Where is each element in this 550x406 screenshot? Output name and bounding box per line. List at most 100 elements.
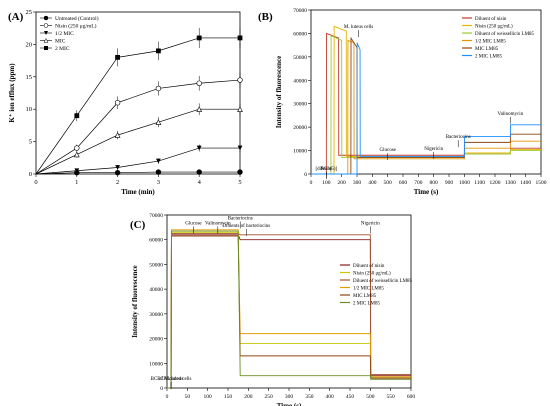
x-tick-label: 250 (265, 394, 274, 400)
annotation-label: Bacteriocins (228, 216, 253, 221)
x-tick-label: 550 (387, 394, 396, 400)
x-tick-label: 100 (322, 180, 331, 186)
x-tick-label: 1200 (490, 180, 501, 186)
data-point (155, 119, 162, 125)
legend-label: Diluent of weissellicin LM85 (353, 279, 413, 284)
series-line-3 (167, 229, 411, 389)
series-line-4 (167, 235, 411, 389)
y-tick-label: 20 (26, 41, 33, 48)
y-tick-label: 20000 (149, 337, 163, 343)
data-point (156, 158, 161, 164)
x-axis-label: Time (s) (277, 402, 302, 406)
data-point (155, 169, 162, 175)
x-tick-label: 0 (34, 179, 37, 186)
legend-label: 1/2 MIC (55, 31, 74, 37)
x-axis-label: Time (s) (414, 188, 439, 196)
x-tick-label: 4 (198, 179, 202, 186)
data-point (114, 170, 121, 176)
legend-label: 1/2 MIC LM85 (353, 287, 384, 292)
annotation-label: Valinomycin (205, 221, 231, 226)
x-tick-label: 150 (224, 394, 233, 400)
x-tick-label: 1000 (459, 180, 470, 186)
legend-label: 2 MIC (55, 46, 70, 52)
x-tick-label: 0 (166, 394, 169, 400)
data-point (196, 106, 203, 112)
annotation-label: Nigericin (361, 221, 380, 226)
x-tick-label: 100 (204, 394, 213, 400)
y-tick-label: 30000 (149, 312, 163, 318)
data-point (237, 169, 243, 175)
x-tick-label: 3 (157, 179, 160, 186)
x-tick-label: 5 (238, 179, 241, 186)
legend-label: Nisin (250 μg/mL) (55, 23, 97, 30)
series-line-2 (167, 233, 411, 389)
annotation-label: Nigericin (424, 147, 443, 152)
y-tick-label: 30000 (293, 102, 307, 108)
data-point (115, 165, 120, 170)
annotation-label: BCECF loaded cells (151, 377, 192, 382)
annotation-label: [diSC3(5)] (315, 167, 337, 172)
y-tick-label: 20000 (293, 125, 307, 131)
annotation-label: of M. luteus (159, 377, 183, 382)
x-tick-label: 800 (430, 180, 439, 186)
data-point (196, 169, 202, 175)
series-line-4 (35, 37, 240, 175)
y-tick-label: 15 (26, 74, 33, 81)
data-point (156, 48, 161, 54)
panel-label: (C) (130, 219, 146, 231)
y-tick-label: 5 (29, 139, 32, 146)
legend-marker (43, 15, 49, 21)
series-line-5 (311, 42, 541, 175)
legend-label: 2 MIC LM85 (475, 55, 502, 60)
x-tick-label: 600 (399, 180, 408, 186)
legend: Diluent of nisin Nisin (250 μg/mL) Diluent… (462, 17, 535, 60)
x-tick-label: 300 (285, 394, 294, 400)
data-point (196, 35, 202, 41)
legend-label: 1/2 MIC LM85 (475, 40, 506, 45)
series-line-3 (35, 108, 240, 175)
y-tick-label: 10000 (293, 149, 307, 155)
y-tick-label: 50000 (149, 262, 163, 268)
data-point (155, 85, 162, 92)
y-tick-label: 25 (26, 9, 33, 16)
x-tick-label: 600 (407, 394, 416, 400)
annotation-label: Glucose (379, 148, 396, 153)
y-axis-label: Intensity of fluorescence (275, 56, 283, 129)
legend-marker (44, 31, 48, 35)
y-tick-label: 40000 (293, 78, 307, 84)
data-point (73, 151, 80, 158)
legend-marker (43, 23, 49, 28)
series-line-5 (167, 230, 411, 389)
annotation-label: Diluents of bacteriocins (222, 224, 270, 229)
series-line-3 (311, 39, 541, 175)
legend-label: Diluent of weissellicin LM85 (475, 32, 535, 37)
legend-marker (44, 46, 48, 50)
x-tick-label: 500 (384, 180, 393, 186)
x-tick-label: 300 (353, 180, 362, 186)
x-tick-label: 700 (414, 180, 423, 186)
series-line-1 (167, 231, 411, 389)
annotation-label: Valinomycin (498, 112, 524, 117)
y-tick-label: 0 (304, 172, 307, 178)
x-tick-label: 2 (116, 179, 119, 186)
series-line-0 (35, 171, 240, 175)
series-line-2 (35, 147, 240, 175)
series-line-0 (167, 234, 411, 389)
x-tick-label: 450 (346, 394, 355, 400)
x-tick-label: 400 (326, 394, 335, 400)
y-tick-label: 50000 (293, 55, 307, 61)
legend-label: Nisin (250 μg/mL) (475, 25, 513, 30)
series-line-4 (311, 36, 541, 175)
annotation-label: Bacteriocins (446, 135, 471, 140)
chart-panel-a: (A) 0 1 2 3 4 5 0 5 10 15 20 25 Time (min) K⁺ ion effl… (8, 9, 243, 196)
data-point (237, 77, 243, 83)
y-tick-label: 60000 (293, 31, 307, 37)
chart-panel-c: (C)0 50 100 150 200 250 300 350 400 450 500 550 6000… (130, 213, 415, 406)
legend-label: Untreated (Control) (55, 15, 99, 22)
legend-marker (43, 37, 49, 43)
x-tick-label: 500 (366, 394, 375, 400)
legend-label: MIC (55, 39, 66, 45)
legend-label: MIC LM85 (353, 294, 377, 299)
data-point (74, 168, 80, 174)
